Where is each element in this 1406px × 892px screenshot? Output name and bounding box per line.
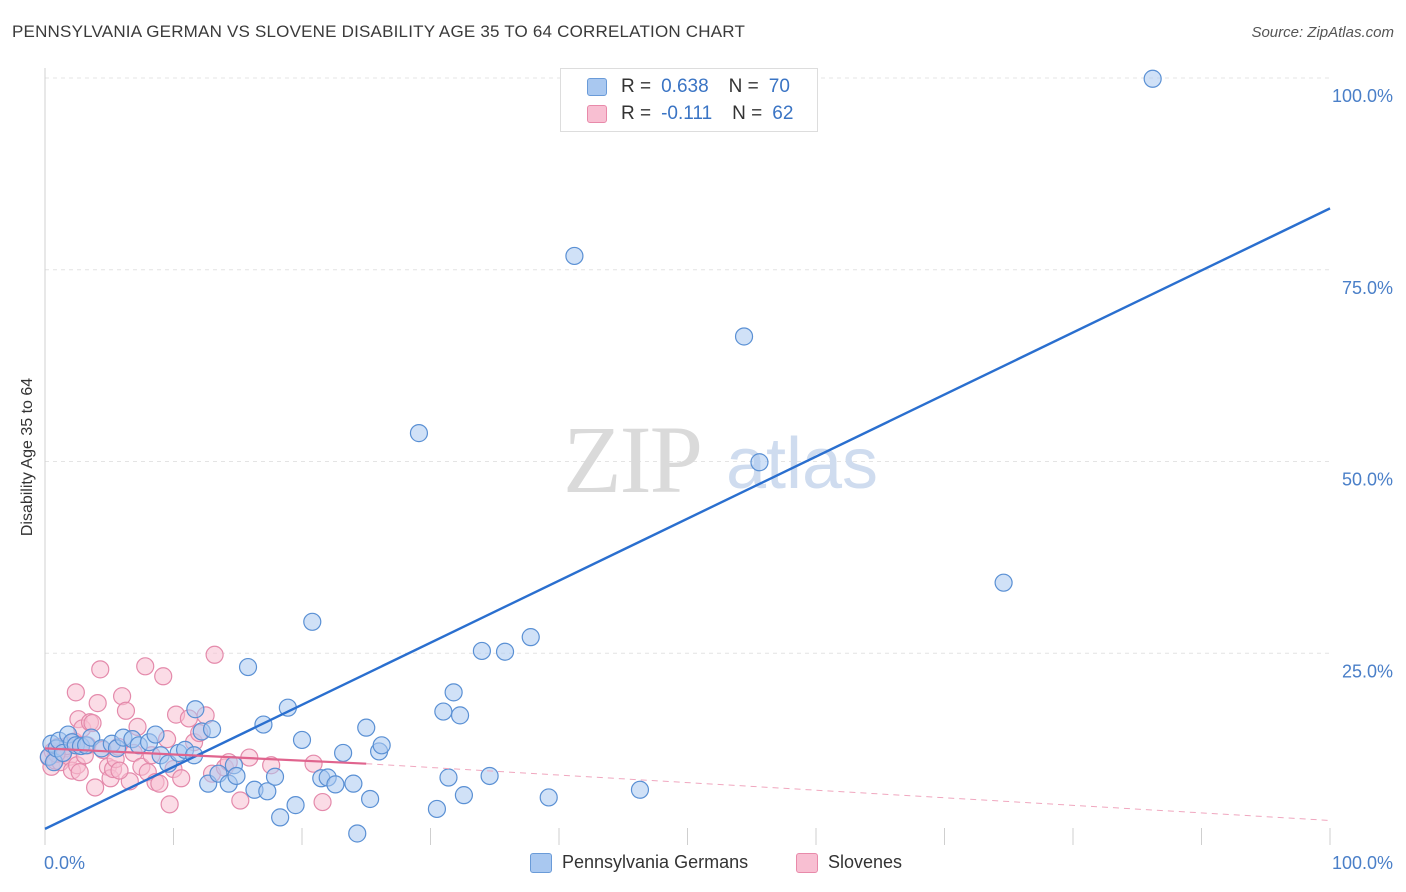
- pennsylvania-germans-point: [454, 786, 474, 805]
- y-tick-label: 100.0%: [1332, 86, 1393, 106]
- slovenes-point: [136, 657, 155, 676]
- series-legend: Pennsylvania Germans Slovenes: [0, 852, 1406, 878]
- pennsylvania-germans-point: [994, 573, 1013, 592]
- slovenes-point: [88, 694, 107, 713]
- slovenes-point: [150, 774, 169, 793]
- series-swatch-pink: [796, 852, 818, 873]
- slovenes-trend-line: [44, 747, 367, 765]
- pennsylvania-germans-point: [258, 782, 277, 801]
- pennsylvania-germans-trend-line: [44, 207, 1331, 830]
- pennsylvania-germans-point: [444, 683, 463, 702]
- pennsylvania-germans-point: [146, 725, 165, 744]
- pennsylvania-germans-point: [521, 628, 540, 647]
- series-legend-item-pennsylvania-germans: Pennsylvania Germans: [530, 852, 748, 873]
- pennsylvania-germans-point: [1143, 69, 1162, 88]
- slovenes-point: [231, 791, 250, 810]
- y-tick-label: 50.0%: [1342, 470, 1393, 490]
- pennsylvania-germans-point: [265, 767, 285, 786]
- legend-r-value: -0.111: [661, 103, 713, 124]
- slovenes-points: [39, 645, 332, 814]
- pennsylvania-germans-point: [292, 730, 312, 750]
- pennsylvania-germans-point: [495, 642, 515, 661]
- legend-swatch-blue: [587, 78, 607, 96]
- series-legend-label: Slovenes: [828, 852, 903, 872]
- pennsylvania-germans-point: [434, 702, 453, 721]
- slovenes-point: [172, 769, 191, 788]
- pennsylvania-germans-point: [348, 824, 367, 843]
- pennsylvania-germans-point: [630, 780, 650, 799]
- pennsylvania-germans-point: [539, 788, 558, 807]
- legend-n-label: N =: [732, 103, 763, 124]
- axes: [44, 68, 1331, 845]
- pennsylvania-germans-point: [372, 736, 391, 755]
- pennsylvania-germans-point: [480, 766, 499, 786]
- watermark: ZIP atlas: [563, 406, 878, 513]
- legend-n-value: 62: [772, 103, 794, 124]
- pennsylvania-germans-point: [286, 796, 305, 815]
- pennsylvania-germans-point: [409, 424, 429, 443]
- trend-lines: [44, 207, 1331, 830]
- chart-title: PENNSYLVANIA GERMAN VS SLOVENE DISABILIT…: [12, 22, 746, 41]
- legend-swatch-pink: [587, 105, 607, 123]
- pennsylvania-germans-point: [326, 775, 345, 794]
- legend-r-label: R =: [621, 103, 652, 124]
- slovenes-point: [70, 763, 89, 782]
- pennsylvania-germans-point: [202, 720, 222, 739]
- pennsylvania-germans-point: [334, 743, 353, 763]
- series-swatch-blue: [530, 852, 552, 873]
- slovenes-point: [116, 701, 136, 720]
- legend-row-slovenes: R = -0.111 N = 62: [587, 102, 793, 126]
- legend-row-pennsylvania-germans: R = 0.638 N = 70: [587, 75, 790, 99]
- slovenes-trend-line: [366, 763, 1331, 821]
- slovenes-point: [304, 754, 323, 773]
- slovenes-point: [66, 683, 85, 702]
- pennsylvania-germans-point: [472, 641, 491, 661]
- pennsylvania-germans-point: [344, 774, 363, 793]
- slovenes-point: [91, 660, 110, 679]
- legend-n-value: 70: [768, 76, 790, 97]
- pennsylvania-germans-point: [750, 453, 769, 472]
- pennsylvania-germans-point: [271, 808, 290, 827]
- pennsylvania-germans-point: [303, 612, 322, 631]
- legend-r-label: R =: [621, 76, 652, 97]
- correlation-legend: R = 0.638 N = 70 R = -0.111 N = 62: [560, 68, 818, 132]
- pennsylvania-germans-point: [450, 706, 470, 725]
- y-tick-label: 75.0%: [1342, 278, 1393, 298]
- pennsylvania-germans-point: [186, 700, 205, 719]
- slovenes-point: [205, 645, 224, 664]
- source-label: Source: ZipAtlas.com: [1251, 24, 1394, 41]
- slovenes-point: [86, 778, 105, 797]
- pennsylvania-germans-point: [565, 246, 584, 266]
- series-legend-label: Pennsylvania Germans: [562, 852, 749, 872]
- grid: [45, 77, 1330, 654]
- x-tick-label: 100.0%: [1332, 853, 1393, 873]
- slovenes-point: [160, 795, 179, 814]
- pennsylvania-germans-point: [361, 789, 380, 809]
- slovenes-point: [110, 761, 129, 780]
- pennsylvania-germans-point: [238, 657, 258, 677]
- slovenes-point: [154, 667, 173, 686]
- pennsylvania-germans-point: [357, 718, 376, 737]
- watermark-zip: ZIP: [563, 406, 701, 513]
- x-tick-label: 0.0%: [44, 853, 85, 873]
- legend-r-value: 0.638: [661, 76, 709, 97]
- tick-labels: 25.0% 50.0% 75.0% 100.0% 0.0% 100.0%: [44, 86, 1393, 873]
- pennsylvania-germans-point: [734, 327, 754, 346]
- slovenes-point: [313, 792, 332, 812]
- pennsylvania-germans-point: [427, 799, 447, 819]
- legend-n-label: N =: [728, 76, 759, 97]
- y-tick-label: 25.0%: [1342, 661, 1393, 681]
- pennsylvania-germans-point: [439, 768, 458, 787]
- series-legend-item-slovenes: Slovenes: [796, 852, 902, 873]
- pennsylvania-germans-point: [227, 766, 246, 786]
